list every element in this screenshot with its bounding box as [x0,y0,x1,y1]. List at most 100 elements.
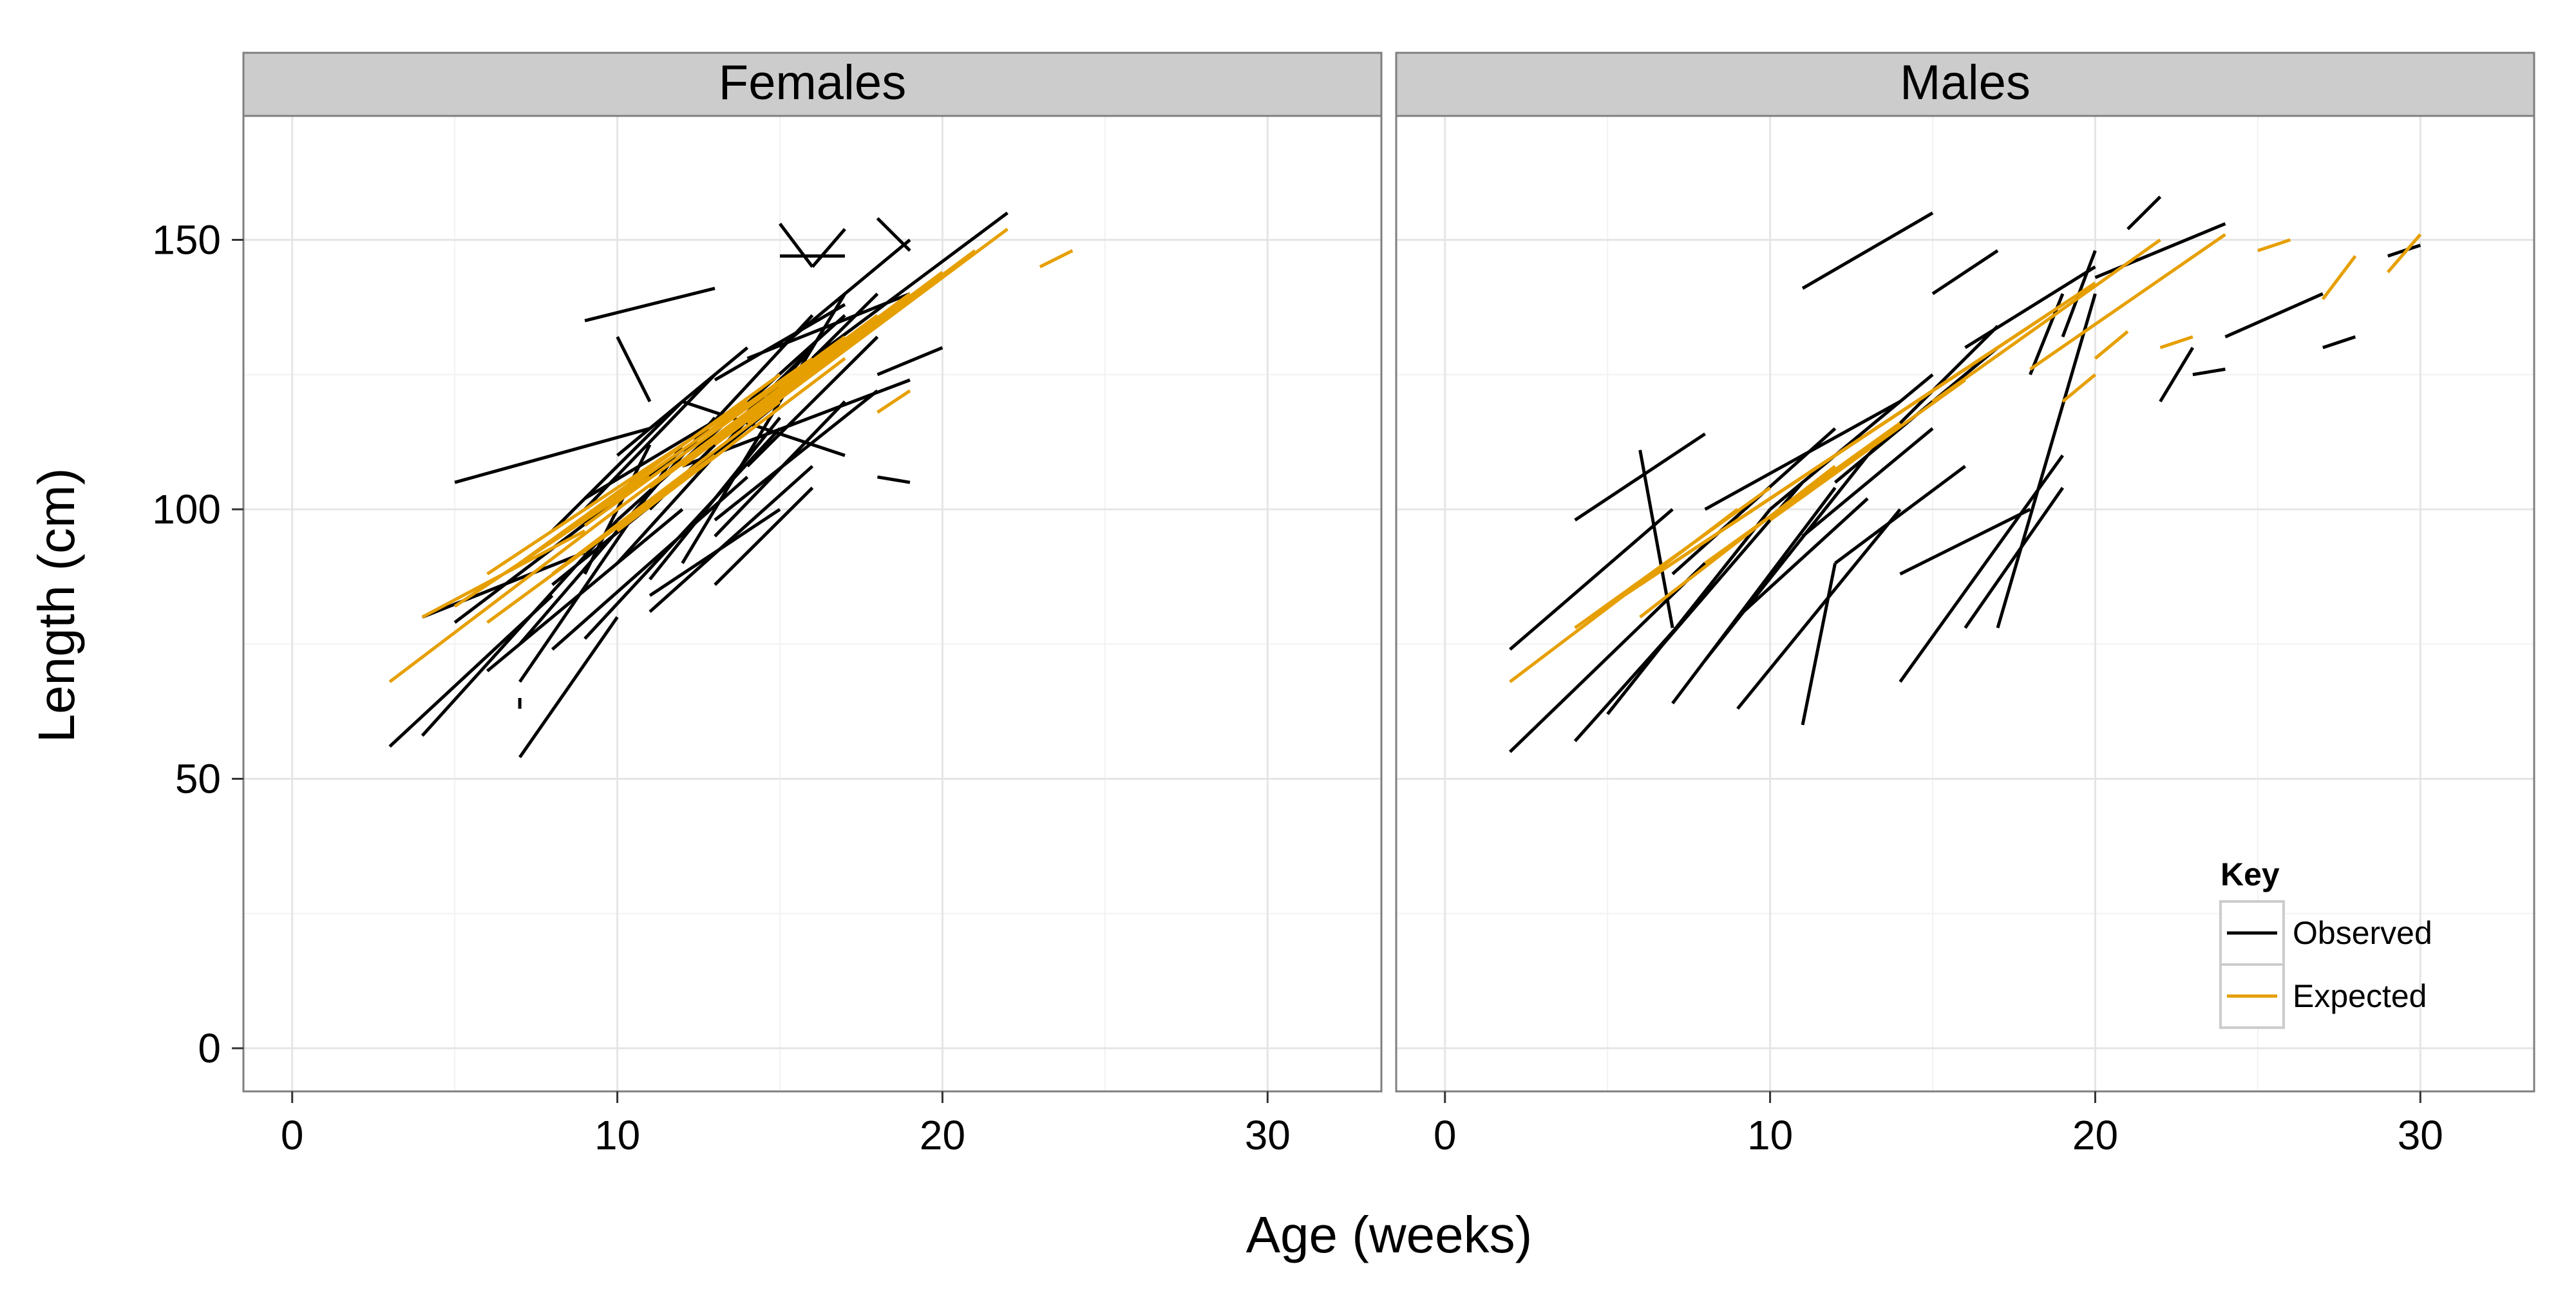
expected-segment [2257,238,2291,252]
observed-segment [1703,454,1870,661]
expected-segment [2386,233,2422,274]
observed-segment [1574,432,1706,522]
y-axis-title: Length (cm) [28,468,85,743]
x-tick-label: 20 [920,1112,965,1158]
observed-segment [421,519,619,737]
observed-segment [2094,222,2226,279]
expected-segment [876,389,911,414]
expected-segment [518,373,781,565]
expected-segment [1866,281,2096,435]
plot-background [243,116,1381,1091]
observed-segment [1768,373,1934,511]
y-tick-label: 0 [198,1025,221,1071]
observed-segment [1736,497,1869,619]
expected-segment [681,270,943,468]
observed-segment [1509,508,1674,651]
observed-segment [1638,449,1674,628]
expected-segment [2061,373,2097,403]
panel-females: Females 0 10 20 30 0 50 100 150 [152,52,1383,1158]
observed-segment [876,346,943,377]
observed-segment [1964,265,2096,350]
y-tick-label: 100 [152,486,221,532]
observed-segment [2224,292,2324,339]
observed-segment [649,465,814,613]
observed-segment [811,228,846,268]
panel-border [1395,115,2535,1093]
expected-segment [583,335,846,527]
observed-segment [1606,508,1772,715]
observed-segment [1801,427,1934,538]
y-tick-label: 150 [152,217,221,263]
expected-segment [388,508,619,683]
x-tick-label: 10 [1747,1112,1793,1158]
x-tick-label: 30 [2398,1112,2443,1158]
observed-segment [1834,465,1966,565]
expected-segment [1769,379,1966,522]
panel-border [242,115,1383,1093]
expected-segment [1931,238,2161,403]
observed-segment [1671,487,1837,704]
observed-segment [1964,487,2065,629]
observed-segment [714,389,879,522]
expected-segment [2321,255,2357,301]
observed-segment [1801,563,1837,726]
strip-header [242,52,1383,117]
x-tick-label: 30 [1245,1112,1291,1158]
x-axis-title: Age (weeks) [1246,1206,1533,1263]
observed-segment [746,335,879,467]
series-expected [1509,233,2422,683]
expected-segment [1039,249,1074,269]
y-tick-label: 50 [175,756,221,802]
observed-segment [877,475,911,484]
plot-background [1396,116,2534,1091]
expected-segment [616,314,878,511]
x-tick-label: 0 [1434,1112,1457,1158]
observed-segment [1801,211,1934,290]
observed-segment [714,486,814,586]
expected-segment [2094,330,2129,360]
observed-segment [583,427,781,640]
x-tick-label: 10 [594,1112,640,1158]
observed-segment [2159,346,2195,402]
observed-segment [1899,507,2031,576]
expected-segment [2029,233,2226,371]
observed-segment [1736,508,1902,710]
series-expected [388,227,1074,683]
observed-segment [551,400,684,532]
grid-lines [1396,116,2534,1091]
expected-segment [1704,422,1901,565]
observed-segment [2192,367,2226,377]
expected-segment [746,227,1009,425]
observed-segment [714,303,846,382]
observed-segment [518,616,619,759]
observed-segment [1508,561,1707,753]
expected-segment [714,249,976,446]
legend-label: Observed [2293,915,2432,951]
observed-segment [779,222,814,268]
observed-segment [681,292,847,565]
legend-label: Expected [2293,978,2427,1014]
observed-segment [583,373,716,511]
expected-segment [616,357,846,532]
expected-segment [779,292,911,392]
observed-segment [811,211,1009,360]
panel-males: Males 0 10 20 30 [1395,52,2535,1158]
x-tick-label: 20 [2072,1112,2118,1158]
expected-segment [551,357,813,543]
legend-title: Key [2221,856,2280,892]
panel-title: Females [719,55,906,110]
panel-title: Males [1900,55,2031,110]
observed-segment [551,475,749,651]
observed-segment [616,336,652,402]
legend: Key Observed Expected [2219,856,2432,1029]
expected-segment [551,400,781,576]
observed-segment [649,417,781,581]
observed-segment [2126,195,2162,231]
observed-segment [649,507,781,598]
x-tick-label: 0 [281,1112,304,1158]
observed-segment [2322,335,2356,350]
observed-segment [584,287,715,323]
observed-segment [1931,249,1999,296]
